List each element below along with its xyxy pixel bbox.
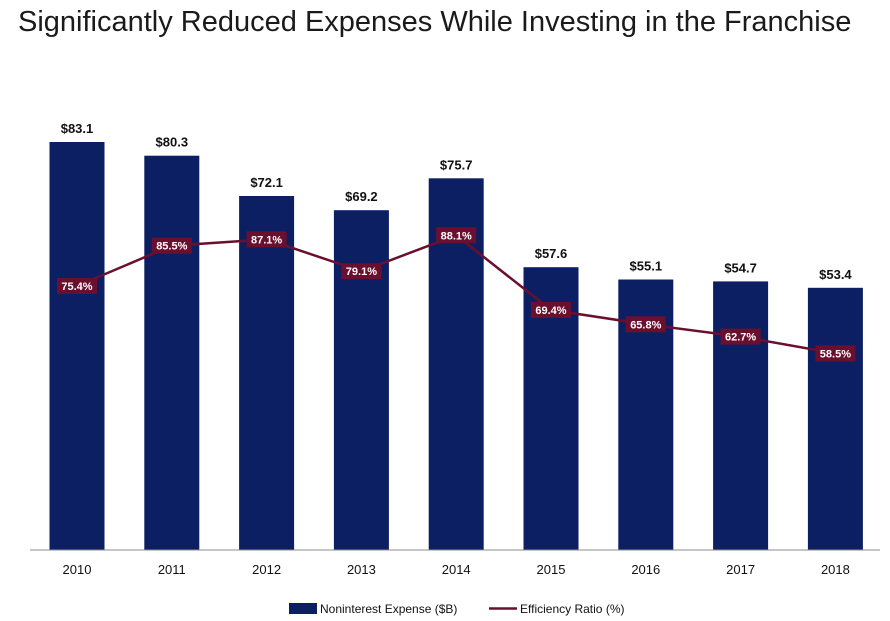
ratio-label-2011: 85.5% <box>156 241 187 253</box>
bar-value-label-2018: $53.4 <box>819 267 852 282</box>
bar-value-label-2016: $55.1 <box>630 259 663 274</box>
legend-label-efficiency-ratio: Efficiency Ratio (%) <box>520 602 624 616</box>
bar-2018 <box>807 287 863 550</box>
ratio-label-box-2012 <box>246 231 287 248</box>
ratio-point-2018: 58.5% <box>815 345 856 362</box>
ratio-label-box-2014 <box>436 227 477 244</box>
bar-2010 <box>49 142 105 550</box>
bar-value-label-2014: $75.7 <box>440 157 473 172</box>
ratio-label-2016: 65.8% <box>630 319 661 331</box>
ratio-label-box-2016 <box>625 316 666 333</box>
bar-value-label-2011: $80.3 <box>156 135 189 150</box>
bar-2017 <box>713 281 769 550</box>
bar-2012 <box>239 196 295 550</box>
ratio-label-2012: 87.1% <box>251 234 282 246</box>
page-title: Significantly Reduced Expenses While Inv… <box>18 6 852 38</box>
legend: Noninterest Expense ($B) Efficiency Rati… <box>289 602 624 616</box>
ratio-point-2010: 75.4% <box>57 278 97 294</box>
ratio-point-2016: 65.8% <box>625 316 666 333</box>
x-tick-labels-layer: 2010 2011 2012 2013 2014 2015 2016 2017 2018 <box>63 562 850 577</box>
x-tick-label-2010: 2010 <box>63 562 92 577</box>
bar-labels-layer: $83.1 $80.3 $72.1 $69.2 $75.7 $57.6 $55.1 $54.7… <box>61 121 853 282</box>
ratio-point-2011: 85.5% <box>151 237 192 254</box>
ratio-label-2010: 75.4% <box>61 281 92 293</box>
bar-value-label-2015: $57.6 <box>535 246 568 261</box>
ratio-label-2017: 62.7% <box>725 332 756 344</box>
x-tick-label-2011: 2011 <box>158 562 186 577</box>
ratio-label-2014: 88.1% <box>441 230 472 242</box>
ratio-label-box-2013 <box>341 263 382 280</box>
x-tick-label-2017: 2017 <box>726 562 755 577</box>
bar-value-label-2017: $54.7 <box>724 260 757 275</box>
ratio-label-box-2010 <box>57 278 97 294</box>
ratio-label-box-2017 <box>720 328 761 345</box>
ratio-point-2017: 62.7% <box>720 328 761 345</box>
ratio-label-2015: 69.4% <box>535 305 566 317</box>
x-tick-label-2016: 2016 <box>631 562 660 577</box>
bars-layer <box>49 142 863 551</box>
x-tick-label-2015: 2015 <box>537 562 566 577</box>
legend-label-noninterest-expense: Noninterest Expense ($B) <box>320 602 457 616</box>
ratio-point-2014: 88.1% <box>436 227 477 244</box>
bar-2011 <box>144 155 200 550</box>
x-tick-label-2014: 2014 <box>442 562 471 577</box>
ratio-point-2015: 69.4% <box>531 301 571 318</box>
ratio-label-2018: 58.5% <box>820 348 851 360</box>
ratio-labels-layer: 75.4% 85.5% 87.1% 79.1% 88.1% 69.4% 65.8% 62.7%… <box>57 227 856 362</box>
x-tick-label-2018: 2018 <box>821 562 850 577</box>
bar-value-label-2013: $69.2 <box>345 189 378 204</box>
ratio-label-box-2015 <box>531 301 571 318</box>
bar-value-label-2012: $72.1 <box>250 175 283 190</box>
bar-2013 <box>333 210 389 550</box>
ratio-label-box-2018 <box>815 345 856 362</box>
ratio-label-box-2011 <box>151 237 192 254</box>
x-tick-label-2013: 2013 <box>347 562 376 577</box>
legend-swatch-noninterest-expense <box>289 603 317 614</box>
ratio-point-2013: 79.1% <box>341 263 382 280</box>
bar-value-label-2010: $83.1 <box>61 121 94 136</box>
x-tick-label-2012: 2012 <box>252 562 281 577</box>
ratio-point-2012: 87.1% <box>246 231 287 248</box>
ratio-label-2013: 79.1% <box>346 266 377 278</box>
